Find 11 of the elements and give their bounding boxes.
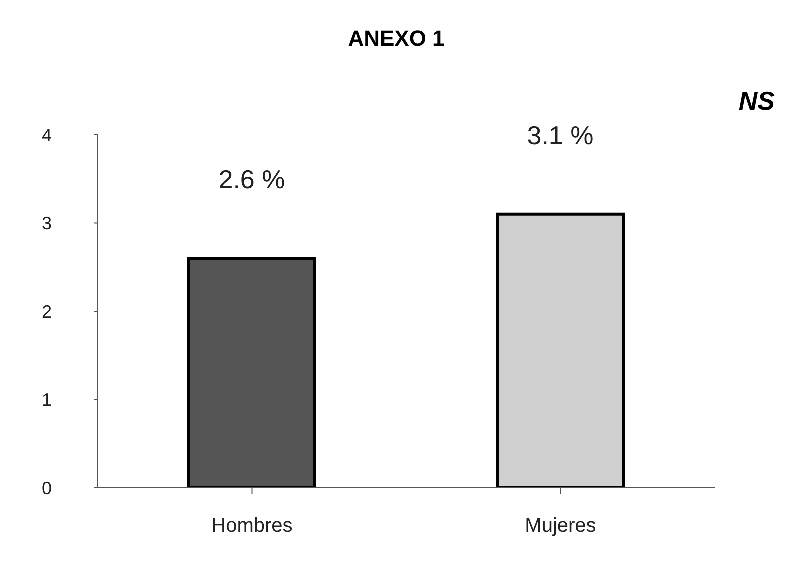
data-label: 3.1 % (527, 120, 594, 150)
chart-title: ANEXO 1 (347, 26, 446, 52)
x-tick-label: Mujeres (525, 515, 596, 538)
y-tick-label: 2 (42, 302, 52, 322)
y-tick-label: 4 (42, 125, 52, 146)
x-tick-label: Hombres (212, 515, 293, 538)
y-tick-label: 1 (42, 390, 52, 410)
y-tick-label: 0 (42, 478, 52, 498)
data-label: 2.6 % (218, 164, 286, 195)
y-tick-label: 3 (42, 214, 52, 234)
text: NS (738, 86, 775, 117)
